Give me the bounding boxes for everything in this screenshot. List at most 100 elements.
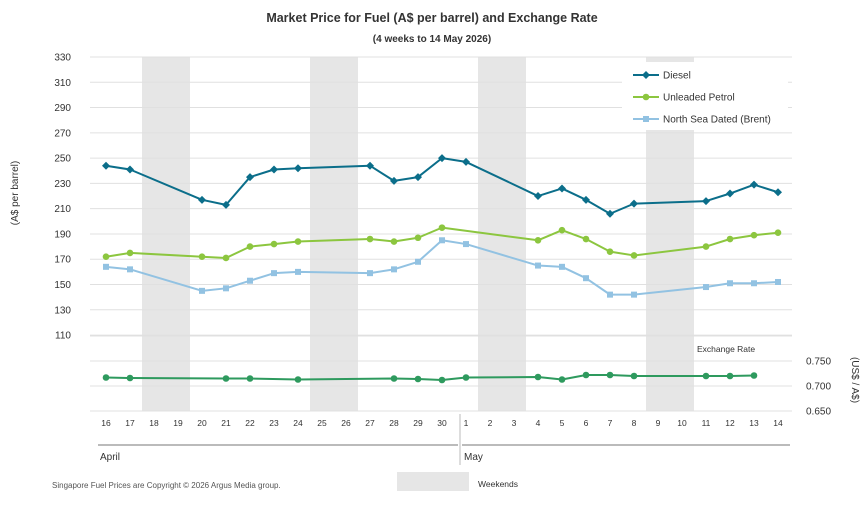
x-tick-label-8: 24 — [293, 418, 303, 428]
x-tick-label-26: 12 — [725, 418, 735, 428]
data-point-diesel-13 — [558, 184, 566, 193]
data-point-diesel-12 — [534, 192, 542, 201]
y-tick-label-210: 210 — [54, 204, 71, 215]
data-point-north-sea-dated-brent-8 — [391, 266, 397, 273]
data-point-unleaded-petrol-2 — [198, 253, 206, 261]
legend-marker-unleaded-petrol — [642, 93, 650, 101]
y-tick-label-310: 310 — [54, 78, 71, 89]
data-point-unleaded-petrol-5 — [270, 240, 278, 248]
data-point-diesel-20 — [774, 188, 782, 197]
data-point-exchange-rate-14 — [702, 372, 710, 380]
y-tick-label-150: 150 — [54, 280, 71, 291]
data-point-unleaded-petrol-9 — [414, 234, 422, 242]
data-point-unleaded-petrol-17 — [726, 235, 734, 243]
y-right-tick-label-0.650: 0.650 — [806, 407, 831, 418]
legend: Diesel Unleaded Petrol North Sea Dated (Br… — [622, 62, 788, 130]
x-tick-label-12: 28 — [389, 418, 399, 428]
data-point-north-sea-dated-brent-20 — [775, 278, 781, 285]
x-tick-label-21: 7 — [608, 418, 613, 428]
data-point-unleaded-petrol-3 — [222, 254, 230, 262]
x-tick-label-24: 10 — [677, 418, 687, 428]
data-point-north-sea-dated-brent-15 — [607, 291, 613, 298]
data-point-north-sea-dated-brent-13 — [559, 263, 565, 270]
series-unleaded-petrol — [102, 224, 782, 262]
y-tick-label-270: 270 — [54, 128, 71, 139]
data-point-diesel-8 — [390, 176, 398, 185]
data-point-exchange-rate-15 — [726, 372, 734, 380]
data-point-diesel-16 — [630, 199, 638, 208]
data-point-north-sea-dated-brent-9 — [415, 258, 421, 265]
data-point-unleaded-petrol-14 — [606, 248, 614, 255]
x-tick-label-2: 18 — [149, 418, 159, 428]
data-point-north-sea-dated-brent-16 — [631, 291, 637, 298]
y-tick-label-230: 230 — [54, 179, 71, 190]
x-tick-label-3: 19 — [173, 418, 183, 428]
x-tick-label-7: 23 — [269, 418, 279, 428]
data-point-north-sea-dated-brent-3 — [223, 285, 229, 292]
y-right-tick-label-0.750: 0.750 — [806, 357, 831, 368]
data-point-diesel-9 — [414, 173, 422, 182]
copyright-text: Singapore Fuel Prices are Copyright © 20… — [52, 481, 281, 490]
data-point-diesel-5 — [270, 165, 278, 174]
y-tick-label-130: 130 — [54, 305, 71, 316]
data-point-diesel-15 — [606, 209, 614, 218]
data-point-exchange-rate-4 — [294, 376, 302, 383]
legend-label-north-sea-dated-brent-: North Sea Dated (Brent) — [663, 115, 771, 126]
y-tick-label-170: 170 — [54, 255, 71, 266]
x-tick-label-9: 25 — [317, 418, 327, 428]
x-tick-label-10: 26 — [341, 418, 351, 428]
data-point-diesel-4 — [246, 173, 254, 182]
x-tick-label-16: 2 — [488, 418, 493, 428]
y-tick-label-330: 330 — [54, 53, 71, 64]
data-point-unleaded-petrol-4 — [246, 243, 254, 250]
data-point-north-sea-dated-brent-0 — [103, 263, 109, 270]
y-tick-label-290: 290 — [54, 103, 71, 114]
data-point-exchange-rate-1 — [126, 374, 134, 382]
data-point-north-sea-dated-brent-2 — [199, 287, 205, 294]
y-right-tick-label-0.700: 0.700 — [806, 382, 831, 393]
data-point-unleaded-petrol-10 — [438, 224, 446, 231]
weekends-legend-swatch — [397, 472, 469, 491]
series-exchange-rate — [102, 371, 758, 384]
data-point-unleaded-petrol-1 — [126, 249, 134, 257]
x-tick-label-17: 3 — [512, 418, 517, 428]
data-point-exchange-rate-12 — [606, 371, 614, 379]
data-point-diesel-18 — [726, 189, 734, 198]
data-point-diesel-19 — [750, 180, 758, 189]
data-point-north-sea-dated-brent-7 — [367, 270, 373, 277]
data-point-exchange-rate-6 — [414, 375, 422, 383]
data-point-diesel-7 — [366, 161, 374, 170]
data-point-north-sea-dated-brent-17 — [703, 284, 709, 291]
data-point-diesel-0 — [102, 161, 110, 170]
data-point-north-sea-dated-brent-11 — [463, 241, 469, 248]
legend-marker-diesel — [642, 71, 650, 79]
data-point-north-sea-dated-brent-12 — [535, 262, 541, 269]
data-point-diesel-3 — [222, 200, 230, 209]
x-tick-label-13: 29 — [413, 418, 423, 428]
month-label-april: April — [100, 452, 120, 463]
data-point-unleaded-petrol-13 — [582, 235, 590, 243]
data-point-exchange-rate-11 — [582, 371, 590, 379]
x-tick-label-22: 8 — [632, 418, 637, 428]
data-point-diesel-10 — [438, 154, 446, 163]
footer: Singapore Fuel Prices are Copyright © 20… — [52, 472, 518, 491]
data-point-north-sea-dated-brent-14 — [583, 275, 589, 282]
data-point-diesel-11 — [462, 157, 470, 166]
y-axis-label: (A$ per barrel) — [10, 161, 21, 225]
x-tick-label-14: 30 — [437, 418, 447, 428]
data-point-north-sea-dated-brent-19 — [751, 280, 757, 287]
data-point-unleaded-petrol-11 — [534, 236, 542, 244]
chart-title: Market Price for Fuel (A$ per barrel) an… — [266, 11, 597, 25]
data-point-unleaded-petrol-16 — [702, 243, 710, 250]
data-point-exchange-rate-0 — [102, 374, 110, 381]
x-tick-label-25: 11 — [702, 418, 711, 428]
data-point-diesel-14 — [582, 195, 590, 204]
data-point-diesel-1 — [126, 165, 134, 174]
legend-label-unleaded-petrol: Unleaded Petrol — [663, 93, 735, 104]
data-point-unleaded-petrol-6 — [294, 238, 302, 245]
data-point-unleaded-petrol-19 — [774, 229, 782, 236]
legend-marker-north-sea-dated-brent- — [643, 116, 649, 122]
data-point-exchange-rate-7 — [438, 376, 446, 384]
